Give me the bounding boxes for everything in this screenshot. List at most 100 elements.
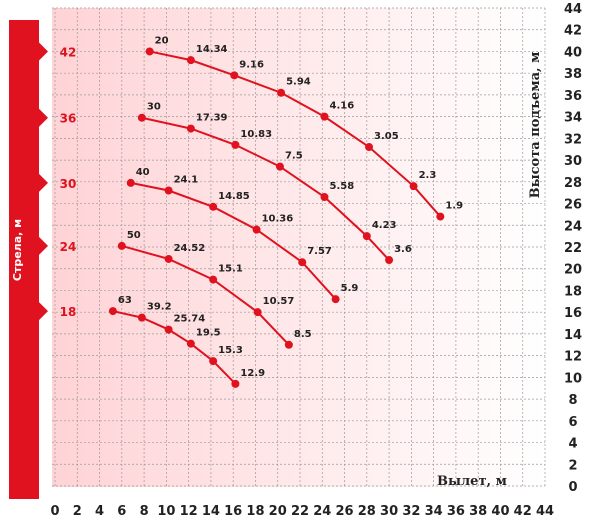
data-point <box>365 143 374 152</box>
boom-length-label: 24 <box>60 240 77 254</box>
series-line <box>112 310 237 385</box>
load-label: 1.9 <box>445 201 463 212</box>
data-point <box>164 254 173 263</box>
load-label: 50 <box>127 230 141 241</box>
y-tick-label: 8 <box>568 393 577 408</box>
load-label: 20 <box>155 35 169 46</box>
load-label: 3.05 <box>374 131 399 142</box>
x-tick-label: 16 <box>224 504 242 519</box>
x-tick-label: 4 <box>95 504 104 519</box>
data-point <box>320 193 329 202</box>
load-label: 12.9 <box>240 368 265 379</box>
x-tick-label: 44 <box>536 504 554 519</box>
data-point <box>231 140 240 149</box>
load-label: 14.85 <box>218 191 250 202</box>
y-tick-label: 32 <box>564 132 582 147</box>
series-boom-36: 30 17.39 10.83 7.5 5.58 4.23 3.6 <box>137 102 412 265</box>
y-tick-label: 42 <box>564 24 582 39</box>
load-label: 15.1 <box>218 264 243 275</box>
data-point <box>362 232 371 241</box>
series-boom-24: 50 24.52 15.1 10.57 8.5 <box>117 230 312 349</box>
boom-axis-title: Стрела, м <box>11 219 24 281</box>
data-point <box>209 357 218 366</box>
x-tick-label: 42 <box>514 504 532 519</box>
data-point <box>186 56 195 65</box>
x-tick-label: 30 <box>380 504 398 519</box>
data-point <box>436 212 445 221</box>
x-tick-label: 26 <box>335 504 353 519</box>
y-tick-label: 26 <box>564 198 582 213</box>
boom-bar-rect <box>9 20 39 499</box>
x-tick-label: 24 <box>313 504 331 519</box>
data-point <box>277 88 286 97</box>
x-tick-label: 40 <box>491 504 509 519</box>
boom-length-label: 30 <box>60 177 77 191</box>
boom-marker-arrow <box>39 236 48 255</box>
load-label: 10.36 <box>262 214 294 225</box>
load-label: 4.23 <box>372 220 397 231</box>
y-tick-label: 20 <box>564 263 582 278</box>
data-point <box>186 124 195 133</box>
load-label: 25.74 <box>174 314 206 325</box>
boom-marker-arrow <box>39 173 48 192</box>
x-axis-ticks: 0 2 4 6 8 10 12 14 16 18 20 22 24 26 28 30 32 34 36 38 40 42 4… <box>50 504 554 519</box>
data-point <box>117 241 126 250</box>
data-point <box>231 379 240 388</box>
boom-length-label: 36 <box>60 112 77 126</box>
x-tick-label: 34 <box>425 504 443 519</box>
load-label: 8.5 <box>294 329 312 340</box>
data-point <box>137 113 146 122</box>
y-tick-label: 6 <box>568 415 577 430</box>
y-tick-label: 40 <box>564 45 582 60</box>
load-label: 3.6 <box>394 244 412 255</box>
y-tick-label: 10 <box>564 371 582 386</box>
x-tick-label: 28 <box>358 504 376 519</box>
data-point <box>108 307 117 316</box>
load-label: 10.83 <box>240 129 272 140</box>
x-tick-label: 36 <box>447 504 465 519</box>
series-boom-18: 63 39.225.74 19.5 15.3 12.9 <box>108 295 265 388</box>
y-axis-title: Высота подъема, м <box>528 52 543 199</box>
boom-length-label: 42 <box>60 45 77 59</box>
data-point <box>253 308 262 317</box>
x-tick-label: 2 <box>73 504 82 519</box>
data-point <box>126 178 135 187</box>
load-label: 9.16 <box>239 59 264 70</box>
load-label: 39.2 <box>147 302 172 313</box>
x-tick-label: 0 <box>50 504 59 519</box>
boom-marker-arrow <box>39 108 48 127</box>
series-layer: 20 14.34 9.16 5.94 4.16 3.05 2.3 1.9 30 17.39 10.8… <box>108 35 463 388</box>
data-point <box>209 202 218 211</box>
load-label: 5.94 <box>286 77 311 88</box>
boom-marker-arrow <box>39 42 48 61</box>
plot-background <box>52 8 546 487</box>
y-axis-ticks: 0246810121416182022242628303234363840424… <box>564 2 582 495</box>
series-boom-30: 40 24.1 14.85 10.36 7.57 5.9 <box>126 167 359 304</box>
boom-marker-arrow <box>39 302 48 321</box>
load-label: 30 <box>147 102 161 113</box>
load-label: 15.3 <box>218 345 243 356</box>
load-label: 24.52 <box>174 243 206 254</box>
y-tick-label: 36 <box>564 89 582 104</box>
data-point <box>275 162 284 171</box>
x-tick-label: 38 <box>469 504 487 519</box>
load-label: 7.57 <box>307 246 332 257</box>
data-point <box>252 225 261 234</box>
y-tick-label: 14 <box>564 328 582 343</box>
data-point <box>164 186 173 195</box>
y-tick-label: 12 <box>564 350 582 365</box>
load-label: 24.1 <box>174 175 199 186</box>
data-point <box>164 325 173 334</box>
x-tick-label: 20 <box>269 504 287 519</box>
y-tick-label: 22 <box>564 241 582 256</box>
load-label: 5.58 <box>330 181 355 192</box>
data-point <box>186 339 195 348</box>
load-label: 63 <box>118 295 132 306</box>
data-point <box>284 340 293 349</box>
load-label: 2.3 <box>419 170 437 181</box>
y-tick-label: 38 <box>564 67 582 82</box>
load-label: 5.9 <box>341 283 359 294</box>
series-boom-42: 20 14.34 9.16 5.94 4.16 3.05 2.3 1.9 <box>145 35 463 221</box>
y-tick-label: 44 <box>564 2 582 17</box>
